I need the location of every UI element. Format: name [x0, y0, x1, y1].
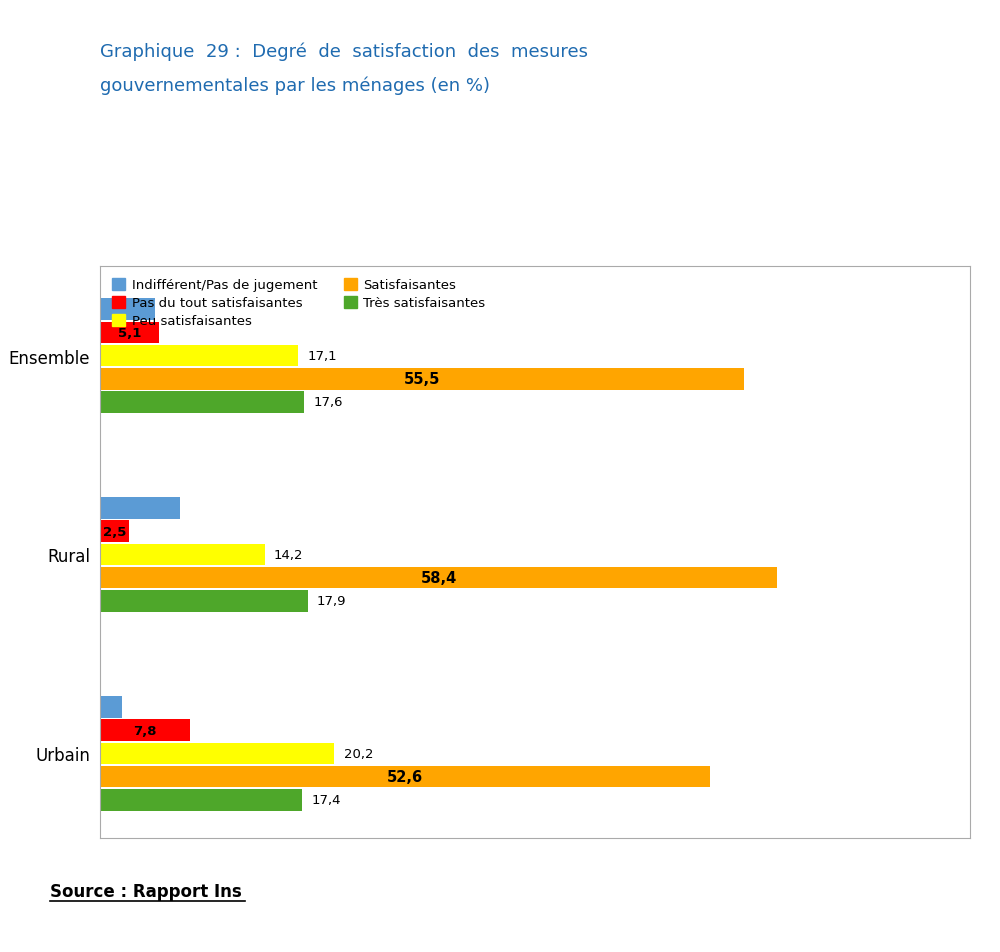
- Text: 17,9: 17,9: [317, 595, 346, 607]
- Bar: [100, 697, 122, 718]
- Text: 20,2: 20,2: [344, 747, 373, 760]
- Text: Graphique  29 :  Degré  de  satisfaction  des  mesures: Graphique 29 : Degré de satisfaction des…: [100, 43, 588, 61]
- Bar: [100, 567, 777, 589]
- Text: 2,5: 2,5: [103, 526, 126, 538]
- Bar: [100, 765, 710, 787]
- Text: 55,5: 55,5: [404, 372, 440, 387]
- Text: 17,1: 17,1: [308, 349, 337, 363]
- Bar: [100, 743, 334, 764]
- Text: 17,6: 17,6: [313, 396, 343, 409]
- Bar: [100, 498, 180, 520]
- Text: 17,4: 17,4: [311, 793, 341, 806]
- Text: 5,1: 5,1: [118, 327, 141, 340]
- Bar: [100, 391, 304, 413]
- Bar: [100, 299, 155, 321]
- Bar: [100, 346, 298, 367]
- Bar: [100, 590, 308, 612]
- Bar: [100, 322, 159, 344]
- Text: Source : Rapport Ins: Source : Rapport Ins: [50, 882, 242, 900]
- Text: 58,4: 58,4: [421, 570, 457, 585]
- Text: gouvernementales par les ménages (en %): gouvernementales par les ménages (en %): [100, 76, 490, 94]
- Legend: Indifférent/Pas de jugement, Pas du tout satisfaisantes, Peu satisfaisantes, Sat: Indifférent/Pas de jugement, Pas du tout…: [107, 273, 491, 333]
- Text: 52,6: 52,6: [387, 769, 423, 784]
- Text: 14,2: 14,2: [274, 548, 304, 562]
- Bar: [100, 789, 302, 811]
- Text: 7,8: 7,8: [133, 724, 157, 737]
- Bar: [100, 720, 190, 742]
- Bar: [100, 521, 129, 543]
- Bar: [100, 368, 744, 390]
- Bar: [100, 544, 265, 565]
